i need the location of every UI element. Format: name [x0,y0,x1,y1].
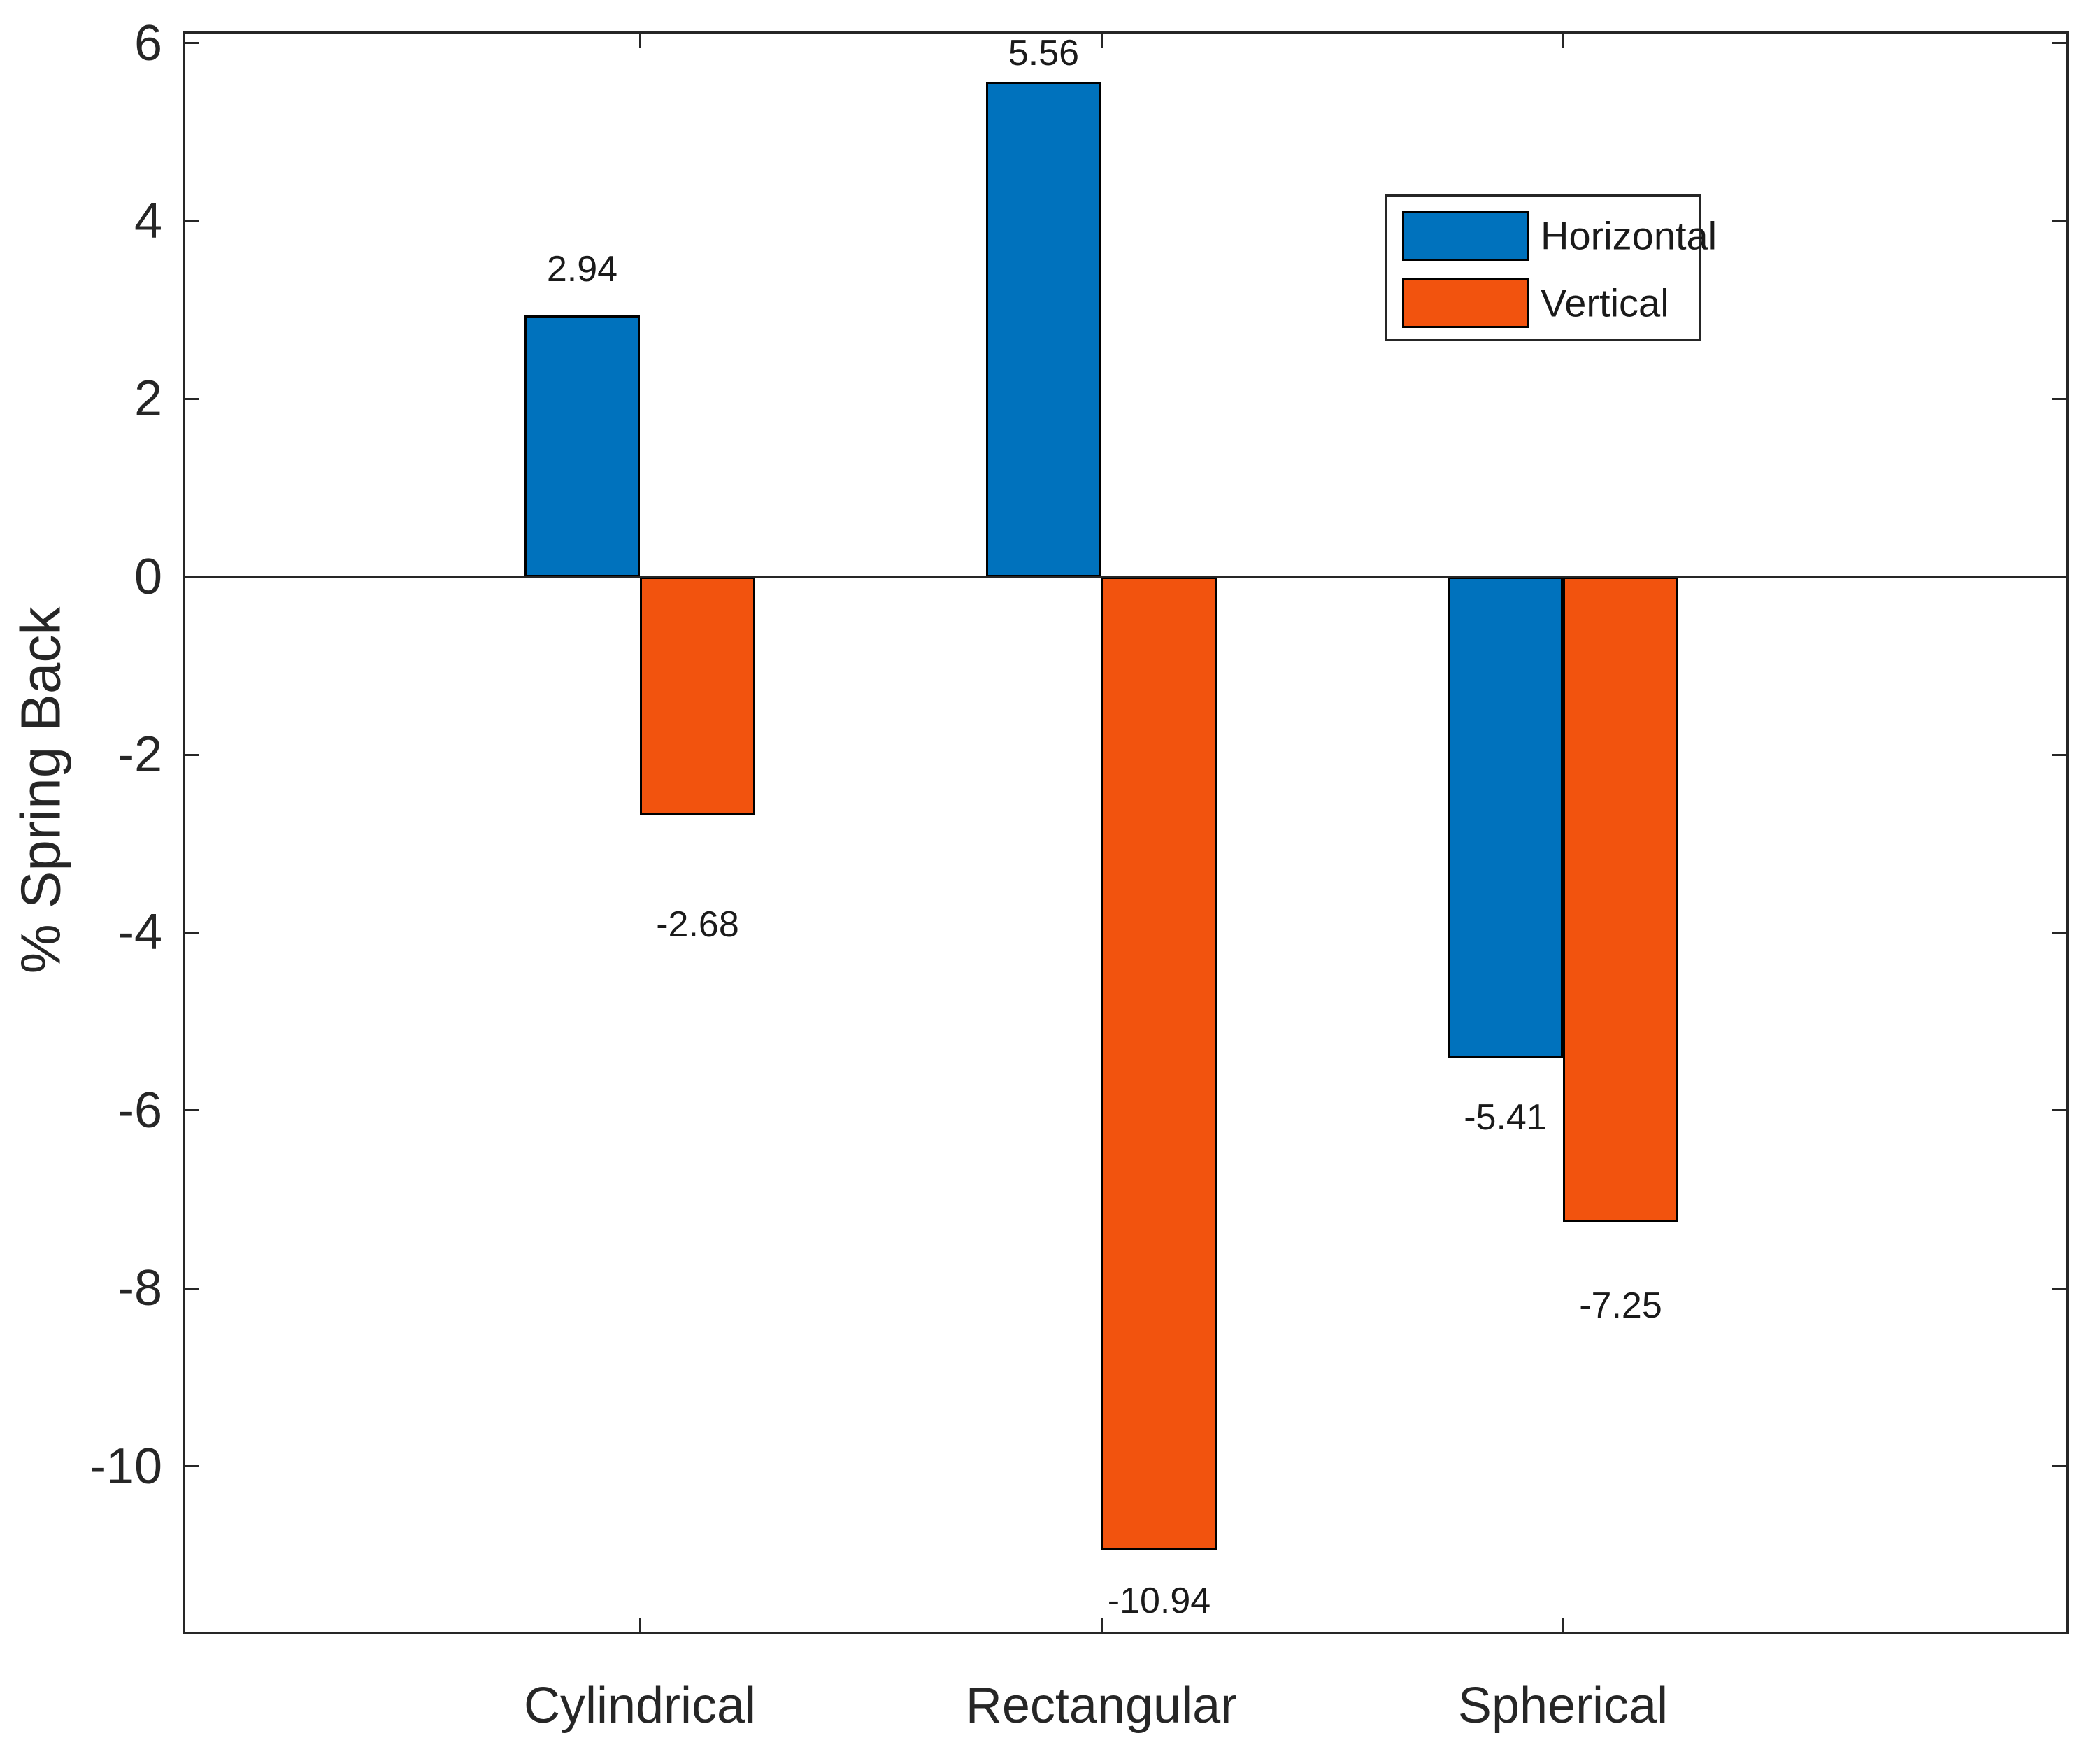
y-tick-label: -8 [117,1260,162,1317]
legend-label-vertical: Vertical [1541,280,1669,325]
x-category-label: Rectangular [965,1678,1238,1734]
x-tick-bottom [1562,1618,1564,1634]
x-tick-bottom [638,1618,641,1634]
value-label: -10.94 [1107,1581,1211,1622]
x-tick-bottom [1100,1618,1103,1634]
y-tick-label: -4 [117,904,162,961]
x-tick-top [1100,31,1103,48]
y-tick-label: -6 [117,1082,162,1139]
bar-vertical-rectangular [1101,576,1217,1550]
legend-row-horizontal: Horizontal [1387,211,1717,261]
y-tick-right [2052,397,2069,400]
value-label: -5.41 [1464,1097,1547,1138]
bar-horizontal-cylindrical [524,315,640,577]
zero-axis-line [183,576,2069,578]
y-tick-right [2052,1109,2069,1112]
value-label: -2.68 [656,904,739,945]
legend-label-horizontal: Horizontal [1541,213,1717,258]
bar-horizontal-spherical [1448,576,1563,1058]
x-category-label: Spherical [1457,1678,1669,1734]
y-tick-right [2052,931,2069,934]
y-tick-label: 2 [134,371,162,427]
y-tick-left [183,397,199,400]
y-tick-left [183,931,199,934]
y-tick-right [2052,1465,2069,1468]
y-tick-label: 0 [134,548,162,605]
y-tick-right [2052,1287,2069,1290]
y-tick-right [2052,753,2069,756]
x-tick-top [638,31,641,48]
y-tick-label: -10 [89,1438,162,1495]
bar-horizontal-rectangular [986,82,1101,577]
value-label: 5.56 [1008,33,1080,74]
bar-vertical-cylindrical [640,576,755,815]
y-tick-left [183,42,199,45]
y-tick-left [183,1109,199,1112]
legend-swatch-horizontal [1402,211,1529,261]
value-label: -7.25 [1579,1285,1662,1326]
legend-swatch-vertical [1402,278,1529,328]
y-tick-left [183,1287,199,1290]
y-tick-label: 6 [134,15,162,71]
y-tick-label: -2 [117,727,162,783]
x-tick-top [1562,31,1564,48]
y-tick-left [183,1465,199,1468]
legend: Horizontal Vertical [1385,194,1717,341]
legend-row-vertical: Vertical [1387,278,1699,328]
y-tick-left [183,753,199,756]
x-category-label: Cylindrical [523,1678,757,1734]
y-tick-right [2052,42,2069,45]
bar-vertical-spherical [1563,576,1678,1222]
y-tick-left [183,220,199,222]
y-tick-right [2052,220,2069,222]
value-label: 2.94 [546,248,618,290]
y-tick-label: 4 [134,192,162,249]
